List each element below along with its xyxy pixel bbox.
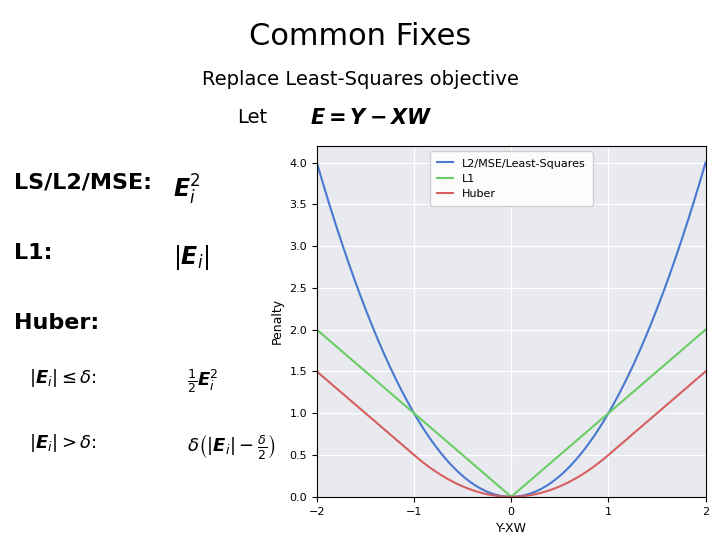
L2/MSE/Least-Squares xyxy=(497,492,505,499)
Huber xyxy=(312,368,321,375)
L1 xyxy=(497,485,505,491)
Huber xyxy=(544,487,553,494)
Huber xyxy=(500,494,508,500)
L2/MSE/Least-Squares xyxy=(508,494,516,500)
L2/MSE/Least-Squares xyxy=(701,159,710,166)
Line: L2/MSE/Least-Squares: L2/MSE/Least-Squares xyxy=(317,163,706,497)
Huber xyxy=(632,428,641,434)
L2/MSE/Least-Squares xyxy=(312,159,321,166)
Huber xyxy=(523,492,532,499)
Text: $|\boldsymbol{E}_i| \leq \delta$:: $|\boldsymbol{E}_i| \leq \delta$: xyxy=(29,367,96,389)
Text: Let: Let xyxy=(238,108,268,127)
L2/MSE/Least-Squares xyxy=(523,491,532,497)
L2/MSE/Least-Squares xyxy=(693,188,701,194)
Text: $\frac{1}{2}\boldsymbol{E}_i^2$: $\frac{1}{2}\boldsymbol{E}_i^2$ xyxy=(187,367,219,395)
Text: $\boldsymbol{E}_i^2$: $\boldsymbol{E}_i^2$ xyxy=(173,173,200,207)
L1 xyxy=(523,479,532,485)
L1 xyxy=(508,493,516,500)
Text: Huber:: Huber: xyxy=(14,313,99,333)
L1 xyxy=(312,326,321,333)
Line: L1: L1 xyxy=(317,329,706,496)
Y-axis label: Penalty: Penalty xyxy=(271,298,284,345)
Huber xyxy=(693,376,701,382)
Text: LS/L2/MSE:: LS/L2/MSE: xyxy=(14,173,153,193)
Text: Common Fixes: Common Fixes xyxy=(249,22,471,51)
L1 xyxy=(632,386,641,393)
L1 xyxy=(693,334,701,340)
Huber xyxy=(508,494,516,500)
L1 xyxy=(701,326,710,333)
L2/MSE/Least-Squares xyxy=(544,481,553,488)
Legend: L2/MSE/Least-Squares, L1, Huber: L2/MSE/Least-Squares, L1, Huber xyxy=(430,151,593,206)
Text: Replace Least-Squares objective: Replace Least-Squares objective xyxy=(202,70,518,89)
Huber xyxy=(701,368,710,375)
Text: $\boldsymbol{E = Y - XW}$: $\boldsymbol{E = Y - XW}$ xyxy=(310,108,432,128)
L2/MSE/Least-Squares xyxy=(632,355,641,362)
Line: Huber: Huber xyxy=(317,372,706,497)
L1 xyxy=(500,487,508,494)
L2/MSE/Least-Squares xyxy=(500,493,508,500)
Huber xyxy=(497,493,505,500)
Text: $|\boldsymbol{E}_i|$: $|\boldsymbol{E}_i|$ xyxy=(173,243,210,272)
Text: L1:: L1: xyxy=(14,243,53,263)
Text: $|\boldsymbol{E}_i| > \delta$:: $|\boldsymbol{E}_i| > \delta$: xyxy=(29,432,96,454)
X-axis label: Y-XW: Y-XW xyxy=(495,522,527,535)
L1 xyxy=(544,461,553,468)
Text: $\delta\left(|\boldsymbol{E}_i| - \frac{\delta}{2}\right)$: $\delta\left(|\boldsymbol{E}_i| - \frac{… xyxy=(187,432,276,461)
